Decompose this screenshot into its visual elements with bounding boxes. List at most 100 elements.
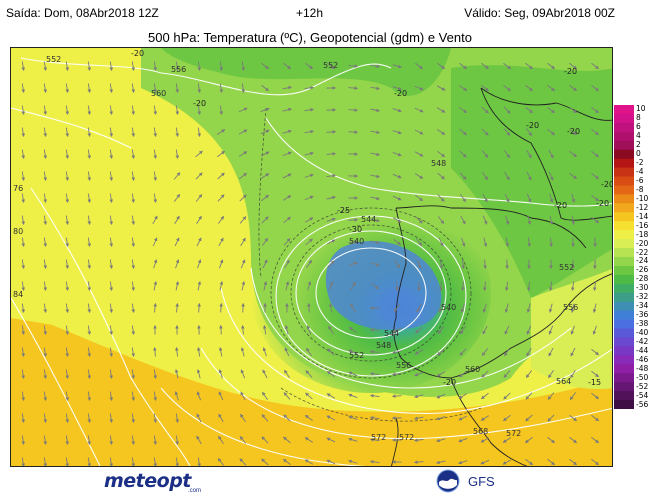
wind-arrow [591,458,600,466]
wind-arrow [307,281,312,291]
wind-arrow [481,84,490,92]
geopotential-label: 544 [361,215,376,224]
wind-arrow [481,348,489,357]
wind-arrow [304,173,314,178]
wind-arrow [392,130,402,135]
model-name: GFS [468,474,495,489]
wind-arrow [328,325,334,335]
colorbar-swatch [614,105,634,115]
wind-arrow [21,413,26,424]
wind-arrow [65,215,70,226]
wind-arrow [109,127,114,138]
geopotential-label: 568 [473,427,488,436]
colorbar-swatch [614,274,634,285]
wind-arrow [21,237,26,248]
wind-arrow [65,303,70,314]
wind-arrow [461,281,465,292]
wind-arrow [504,150,510,159]
wind-arrow [131,259,136,270]
wind-arrow [326,437,336,443]
wind-arrow [305,238,313,246]
wind-arrow [109,149,114,160]
wind-arrow [348,349,358,355]
temperature-label: -20 [601,180,613,189]
wind-arrow [240,369,246,379]
wind-arrow [131,127,136,138]
colorbar-tick-label: -6 [636,176,644,185]
wind-arrow [348,86,359,90]
wind-arrow [592,303,597,313]
wind-arrow [416,259,422,269]
wind-arrow [65,347,70,358]
wind-arrow [131,347,136,358]
wind-arrow [414,349,424,355]
wind-arrow [436,129,446,135]
colorbar-tick-label: 6 [636,122,641,132]
coastlines [391,87,612,466]
wind-arrow [505,237,510,248]
wind-arrow [196,369,201,379]
wind-arrow [197,457,202,466]
wind-arrow [437,216,445,225]
wind-arrow [65,413,70,424]
wind-arrow [196,391,202,401]
geopotential-label: 564 [556,377,571,386]
temperature-label: -30 [349,225,362,234]
wind-arrow [460,325,466,335]
wind-arrow [21,149,26,160]
wind-arrow [415,216,423,224]
colorbar-tick-label: -44 [636,345,649,355]
wind-arrow [370,262,380,267]
wind-arrow [569,392,577,401]
colorbar-swatch [614,337,634,347]
wind-arrow [326,393,336,399]
wind-arrow [593,281,597,292]
colorbar-tick-label: 10 [636,104,646,114]
wind-arrow [460,303,465,313]
wind-arrow [218,237,224,247]
colorbar-swatch [614,158,634,169]
wind-arrow [174,237,180,247]
colorbar-swatch [614,346,634,356]
colorbar-tick-label: 0 [636,149,641,159]
wind-arrow [87,171,92,182]
wind-arrow [326,370,335,378]
colorbar-swatch [614,257,634,267]
wind-arrow [87,303,92,314]
wind-arrow [459,194,467,203]
colorbar-tick-label: -36 [636,310,649,320]
wind-arrow [437,62,446,70]
wind-arrow [439,281,443,292]
wind-arrow [350,281,356,291]
wind-arrow [197,127,202,138]
colorbar-tick-label: -40 [636,328,649,337]
wind-arrow [109,61,114,72]
wind-arrow [482,215,488,225]
wind-arrow [283,414,291,422]
wind-arrow [483,281,487,292]
wind-arrow [87,457,92,466]
wind-arrow [483,259,487,270]
wind-arrow [413,460,424,464]
wind-arrow [175,83,180,94]
colorbar-swatch [614,364,634,374]
wind-arrow [548,347,554,357]
wind-arrow [219,281,224,291]
wind-arrow [197,281,202,291]
lead-time: +12h [296,6,324,20]
wind-arrow [174,215,180,225]
wind-arrow [591,172,600,180]
wind-arrow [326,459,336,465]
wind-arrow [241,302,245,313]
wind-arrow [458,393,468,399]
wind-arrow [504,347,510,357]
wind-arrow [175,457,180,466]
wind-arrow [504,303,509,313]
wind-arrow [285,281,290,291]
wind-arrow [369,328,380,332]
wind-arrow [43,457,48,466]
wind-arrow [329,281,334,291]
wind-arrow [87,369,92,380]
wind-arrow [217,150,226,158]
wind-arrow [392,86,402,91]
